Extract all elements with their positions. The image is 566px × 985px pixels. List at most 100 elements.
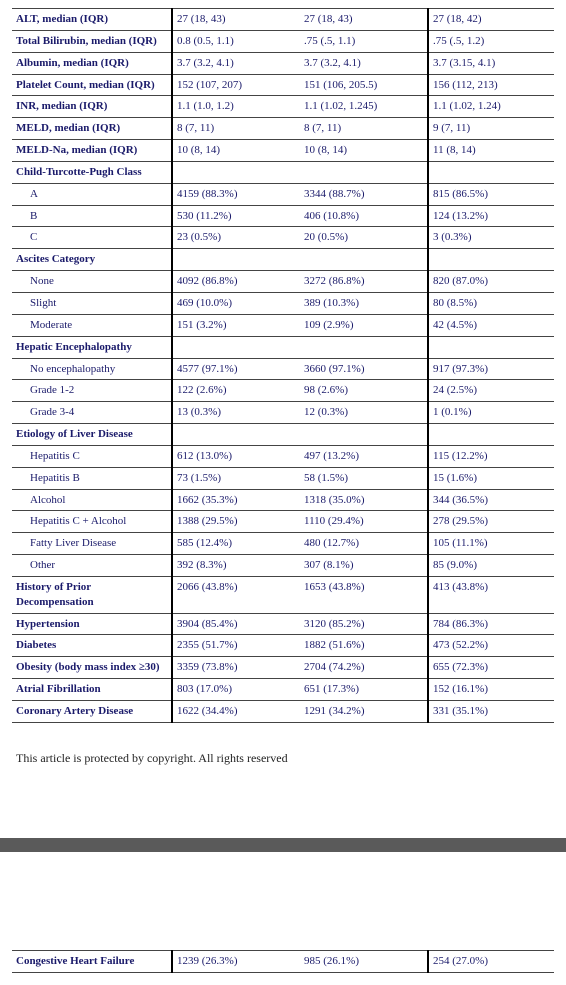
cell-label: MELD-Na, median (IQR) [12,140,172,162]
cell-value: 480 (12.7%) [300,533,428,555]
cell-value: 612 (13.0%) [172,445,300,467]
row-label: Fatty Liver Disease [16,537,116,549]
cell-value: 1318 (35.0%) [300,489,428,511]
table-row: History of Prior Decompensation2066 (43.… [12,576,554,613]
cell-label: A [12,183,172,205]
cell-value: 278 (29.5%) [428,511,554,533]
table-row: Albumin, median (IQR)3.7 (3.2, 4.1)3.7 (… [12,52,554,74]
table-row: Fatty Liver Disease585 (12.4%)480 (12.7%… [12,533,554,555]
cell-label: ALT, median (IQR) [12,9,172,31]
cell-label: Grade 3-4 [12,402,172,424]
cell-value: 3272 (86.8%) [300,271,428,293]
table-row: Moderate151 (3.2%)109 (2.9%)42 (4.5%) [12,314,554,336]
table-row: A4159 (88.3%)3344 (88.7%)815 (86.5%) [12,183,554,205]
row-label: Atrial Fibrillation [16,683,101,695]
clinical-table-1: ALT, median (IQR)27 (18, 43)27 (18, 43)2… [12,8,554,723]
table-row: Grade 1-2122 (2.6%)98 (2.6%)24 (2.5%) [12,380,554,402]
cell-value: 152 (16.1%) [428,679,554,701]
cell-value: 27 (18, 43) [300,9,428,31]
cell-value: 985 (26.1%) [300,950,428,972]
cell-value [300,161,428,183]
row-label: Hepatitis C + Alcohol [16,515,126,527]
cell-value: 115 (12.2%) [428,445,554,467]
row-label: Child-Turcotte-Pugh Class [16,166,142,178]
row-label: MELD-Na, median (IQR) [16,144,137,156]
row-label: History of Prior Decompensation [16,581,94,608]
cell-value: 10 (8, 14) [172,140,300,162]
cell-value: 151 (3.2%) [172,314,300,336]
cell-value: 4577 (97.1%) [172,358,300,380]
table-row: Other392 (8.3%)307 (8.1%)85 (9.0%) [12,555,554,577]
cell-value: 344 (36.5%) [428,489,554,511]
cell-value: 13 (0.3%) [172,402,300,424]
cell-value: 307 (8.1%) [300,555,428,577]
page-1: ALT, median (IQR)27 (18, 43)27 (18, 43)2… [0,0,566,778]
table-row: Hepatitis B73 (1.5%)58 (1.5%)15 (1.6%) [12,467,554,489]
row-label: C [16,231,37,243]
cell-value: 3344 (88.7%) [300,183,428,205]
cell-label: Child-Turcotte-Pugh Class [12,161,172,183]
cell-value: 815 (86.5%) [428,183,554,205]
cell-label: MELD, median (IQR) [12,118,172,140]
cell-value: 1388 (29.5%) [172,511,300,533]
cell-label: INR, median (IQR) [12,96,172,118]
table-row: Congestive Heart Failure1239 (26.3%)985 … [12,950,554,972]
table-row: C23 (0.5%)20 (0.5%)3 (0.3%) [12,227,554,249]
row-label: Total Bilirubin, median (IQR) [16,35,157,47]
cell-value [172,424,300,446]
cell-value: 1 (0.1%) [428,402,554,424]
cell-value: 124 (13.2%) [428,205,554,227]
cell-value: 820 (87.0%) [428,271,554,293]
table-row: ALT, median (IQR)27 (18, 43)27 (18, 43)2… [12,9,554,31]
row-label: Coronary Artery Disease [16,705,133,717]
cell-value: 406 (10.8%) [300,205,428,227]
cell-label: Ascites Category [12,249,172,271]
cell-value: 73 (1.5%) [172,467,300,489]
row-label: Obesity (body mass index ≥30) [16,661,160,673]
table-row: Hypertension3904 (85.4%)3120 (85.2%)784 … [12,613,554,635]
cell-label: Hepatitis B [12,467,172,489]
cell-value: 3904 (85.4%) [172,613,300,635]
table-row: Hepatic Encephalopathy [12,336,554,358]
cell-value: 1653 (43.8%) [300,576,428,613]
table-row: B530 (11.2%)406 (10.8%)124 (13.2%) [12,205,554,227]
page-2-top-spacer [12,860,554,950]
row-label: MELD, median (IQR) [16,122,120,134]
table-row: MELD-Na, median (IQR)10 (8, 14)10 (8, 14… [12,140,554,162]
cell-value: 15 (1.6%) [428,467,554,489]
row-label: INR, median (IQR) [16,100,107,112]
cell-value: 784 (86.3%) [428,613,554,635]
table-row: Diabetes2355 (51.7%)1882 (51.6%)473 (52.… [12,635,554,657]
cell-label: Etiology of Liver Disease [12,424,172,446]
cell-value: 11 (8, 14) [428,140,554,162]
cell-label: Congestive Heart Failure [12,950,172,972]
cell-value: 254 (27.0%) [428,950,554,972]
row-label: Platelet Count, median (IQR) [16,79,155,91]
cell-value: 389 (10.3%) [300,292,428,314]
row-label: Hepatic Encephalopathy [16,341,132,353]
table-row: Total Bilirubin, median (IQR) 0.8 (0.5, 1… [12,30,554,52]
cell-label: Moderate [12,314,172,336]
page-gap [0,778,566,838]
row-label: Hepatitis C [16,450,80,462]
cell-value: 3359 (73.8%) [172,657,300,679]
cell-value: 98 (2.6%) [300,380,428,402]
cell-value: 469 (10.0%) [172,292,300,314]
cell-value: 497 (13.2%) [300,445,428,467]
row-label: Diabetes [16,639,56,651]
cell-value: 27 (18, 42) [428,9,554,31]
cell-label: History of Prior Decompensation [12,576,172,613]
cell-value: 156 (112, 213) [428,74,554,96]
cell-label: Hepatic Encephalopathy [12,336,172,358]
cell-value: 151 (106, 205.5) [300,74,428,96]
cell-value: 0.8 (0.5, 1.1) [172,30,300,52]
cell-value: 1291 (34.2%) [300,701,428,723]
cell-label: Slight [12,292,172,314]
cell-value: 80 (8.5%) [428,292,554,314]
cell-value: 122 (2.6%) [172,380,300,402]
cell-value: 1.1 (1.0, 1.2) [172,96,300,118]
table-row: None4092 (86.8%)3272 (86.8%)820 (87.0%) [12,271,554,293]
cell-value [428,249,554,271]
cell-label: C [12,227,172,249]
clinical-table-2: Congestive Heart Failure1239 (26.3%)985 … [12,950,554,973]
